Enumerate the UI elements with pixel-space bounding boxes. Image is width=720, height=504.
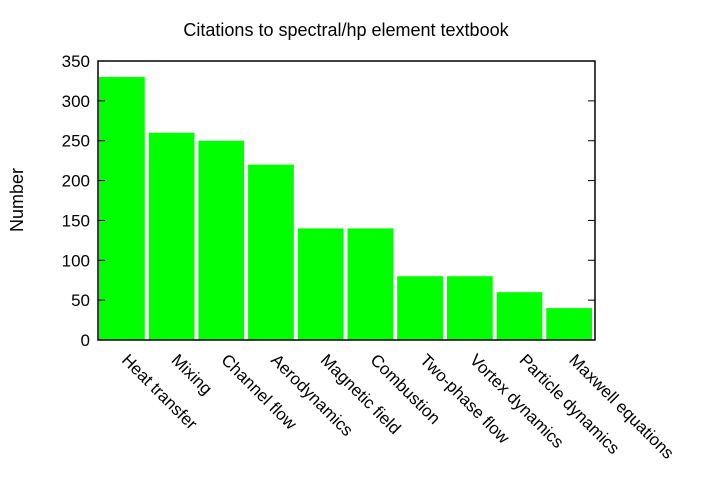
y-tick-label-4: 200: [62, 172, 90, 191]
y-tick-label-5: 250: [62, 132, 90, 151]
bar-6: [397, 276, 443, 340]
bar-1: [148, 132, 195, 340]
y-tick-label-3: 150: [62, 211, 90, 230]
y-axis-label: Number: [7, 168, 27, 232]
bar-8: [496, 292, 543, 340]
y-tick-label-1: 50: [71, 291, 90, 310]
y-tick-label-6: 300: [62, 92, 90, 111]
x-tick-label-1: Mixing: [168, 350, 216, 398]
bar-7: [446, 276, 493, 340]
y-tick-label-7: 350: [62, 52, 90, 71]
x-tick-label-6: Two-phase flow: [416, 350, 513, 447]
bars-group: [99, 76, 593, 340]
bar-3: [248, 164, 294, 340]
plot-frame: [97, 60, 596, 341]
bar-5: [347, 228, 394, 340]
y-tick-label-2: 100: [62, 251, 90, 270]
bar-4: [297, 228, 344, 340]
chart-title: Citations to spectral/hp element textboo…: [183, 20, 509, 40]
bar-0: [99, 76, 145, 340]
bar-2: [198, 140, 245, 340]
y-tick-label-0: 0: [81, 331, 90, 350]
bar-9: [546, 308, 593, 340]
y-axis-ticks: 0 50 100 150 200 250 300 350: [62, 52, 595, 350]
